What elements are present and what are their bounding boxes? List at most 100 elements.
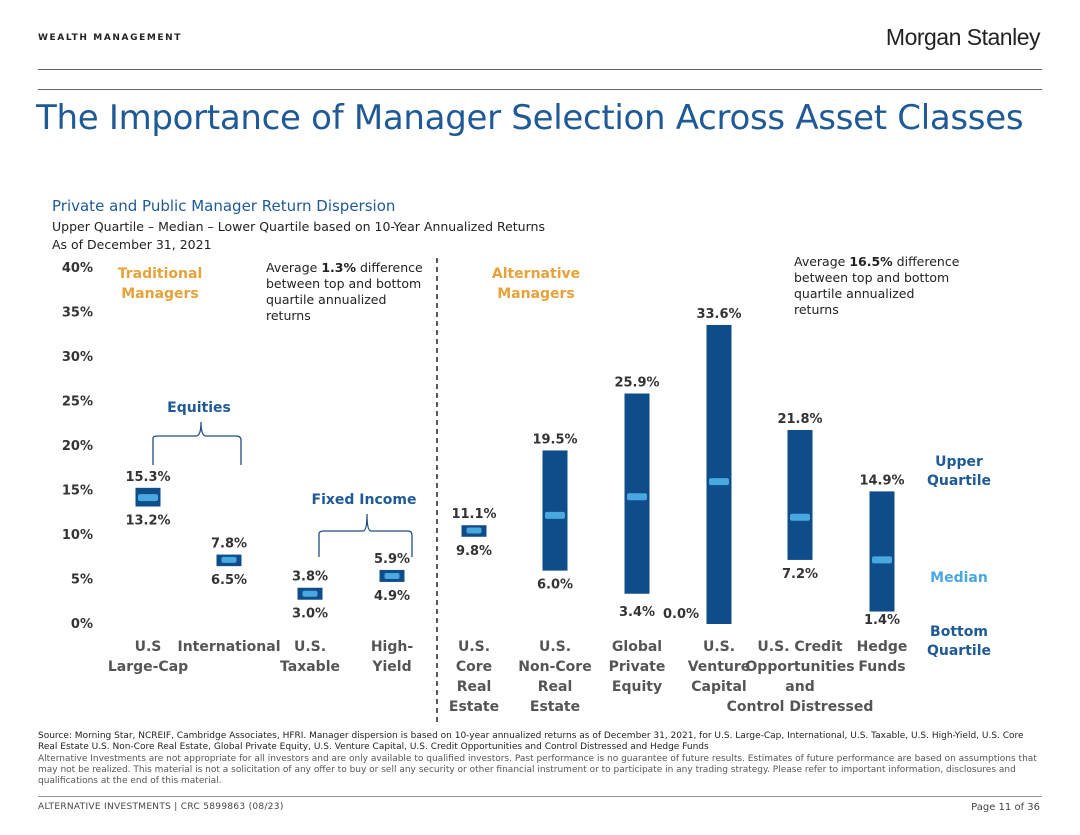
quartile-bar xyxy=(787,429,813,560)
category-label: Large-Cap xyxy=(108,659,188,675)
traditional-average-note: between top and bottom xyxy=(266,276,421,291)
median-marker xyxy=(709,478,729,486)
category-label: Hedge xyxy=(857,639,908,655)
category-label: U.S. Credit xyxy=(757,639,842,655)
category-label: U.S. xyxy=(458,639,490,655)
upper-quartile-label: 5.9% xyxy=(374,552,410,567)
category-label: International xyxy=(177,639,280,655)
page-title: The Importance of Manager Selection Acro… xyxy=(36,98,1024,138)
fixed-income-label: Fixed Income xyxy=(312,492,417,508)
upper-quartile-label: 7.8% xyxy=(211,537,247,552)
median-marker xyxy=(872,556,892,564)
lower-quartile-label: 6.5% xyxy=(211,573,247,588)
alternative-heading: Alternative xyxy=(492,266,580,282)
upper-quartile-label: 33.6% xyxy=(696,307,741,322)
lower-quartile-label: 0.0% xyxy=(663,607,699,622)
fixed-income-bracket xyxy=(318,513,413,557)
y-tick-label: 0% xyxy=(71,617,93,632)
header-divider-bottom xyxy=(38,89,1042,90)
equities-bracket xyxy=(152,421,242,465)
category-label: Non-Core xyxy=(518,659,591,675)
upper-quartile-label: 11.1% xyxy=(451,507,496,522)
lower-quartile-label: 13.2% xyxy=(125,514,170,529)
legend-upper-quartile: Quartile xyxy=(927,473,991,489)
traditional-average-note: returns xyxy=(266,308,311,323)
category-label: Global xyxy=(612,639,662,655)
median-marker xyxy=(627,493,647,501)
category-label: Estate xyxy=(449,699,499,715)
category-label: Real xyxy=(538,679,573,695)
lower-quartile-label: 3.4% xyxy=(619,605,655,620)
quartile-bar xyxy=(869,491,895,612)
category-label: Venture xyxy=(688,659,751,675)
category-label: Funds xyxy=(858,659,905,675)
upper-quartile-label: 15.3% xyxy=(125,470,170,485)
category-label: and xyxy=(785,679,814,695)
traditional-heading: Traditional xyxy=(118,266,203,282)
lower-quartile-label: 3.0% xyxy=(292,607,328,622)
quartile-bar xyxy=(706,324,732,624)
category-label: Control Distressed xyxy=(727,699,874,715)
y-tick-label: 30% xyxy=(62,350,93,365)
median-marker xyxy=(545,511,565,519)
y-tick-label: 15% xyxy=(62,484,93,499)
category-label: High- xyxy=(371,639,414,655)
page-number: Page 11 of 36 xyxy=(971,802,1040,813)
y-tick-label: 25% xyxy=(62,395,93,410)
category-label: Estate xyxy=(530,699,580,715)
median-marker xyxy=(138,494,158,502)
median-marker xyxy=(790,513,810,521)
category-label: Equity xyxy=(612,679,662,695)
upper-quartile-label: 3.8% xyxy=(292,570,328,585)
median-marker xyxy=(466,527,482,534)
y-tick-label: 10% xyxy=(62,528,93,543)
y-tick-label: 40% xyxy=(62,261,93,276)
disclaimer-footnote: Alternative Investments are not appropri… xyxy=(38,754,1037,786)
category-label: U.S xyxy=(135,639,162,655)
median-marker xyxy=(384,572,400,579)
alternative-average-note: Average 16.5% difference xyxy=(794,254,960,269)
chart-title: Private and Public Manager Return Disper… xyxy=(52,197,396,215)
lower-quartile-label: 7.2% xyxy=(782,567,818,582)
category-label: U.S. xyxy=(539,639,571,655)
category-label: U.S. xyxy=(703,639,735,655)
upper-quartile-label: 14.9% xyxy=(859,473,904,488)
category-label: Private xyxy=(609,659,666,675)
alternative-average-note: quartile annualized xyxy=(794,286,914,301)
y-tick-label: 35% xyxy=(62,306,93,321)
morgan-stanley-logo: Morgan Stanley xyxy=(885,24,1041,50)
category-label: Real xyxy=(457,679,492,695)
legend-upper-quartile: Upper xyxy=(935,454,983,470)
chart-subtitle: Upper Quartile – Median – Lower Quartile… xyxy=(52,219,545,234)
y-tick-label: 20% xyxy=(62,439,93,454)
upper-quartile-label: 21.8% xyxy=(777,412,822,427)
alternative-average-note: returns xyxy=(794,302,839,317)
category-label: Taxable xyxy=(280,659,340,675)
traditional-average-note: quartile annualized xyxy=(266,292,386,307)
alternative-heading: Managers xyxy=(497,286,575,302)
header-divider-top xyxy=(38,69,1042,70)
traditional-average-note: Average 1.3% difference xyxy=(266,260,423,275)
lower-quartile-label: 6.0% xyxy=(537,578,573,593)
y-tick-label: 5% xyxy=(71,573,93,588)
section-label: WEALTH MANAGEMENT xyxy=(38,33,183,43)
quartile-bar xyxy=(542,450,568,571)
median-marker xyxy=(302,590,318,597)
category-label: Core xyxy=(456,659,492,675)
footer-crc: ALTERNATIVE INVESTMENTS | CRC 5899863 (0… xyxy=(38,802,284,812)
category-label: Yield xyxy=(371,659,411,675)
equities-label: Equities xyxy=(167,400,231,416)
source-footnote: Source: Morning Star, NCREIF, Cambridge … xyxy=(38,731,1024,752)
median-marker xyxy=(221,556,237,563)
category-label: Opportunities xyxy=(745,659,854,675)
chart-as-of-date: As of December 31, 2021 xyxy=(52,237,212,252)
category-label: Capital xyxy=(691,679,746,695)
lower-quartile-label: 9.8% xyxy=(456,544,492,559)
upper-quartile-label: 25.9% xyxy=(614,375,659,390)
upper-quartile-label: 19.5% xyxy=(532,432,577,447)
category-label: U.S. xyxy=(294,639,326,655)
traditional-heading: Managers xyxy=(121,286,199,302)
legend-bottom-quartile: Bottom xyxy=(930,624,988,640)
alternative-average-note: between top and bottom xyxy=(794,270,949,285)
